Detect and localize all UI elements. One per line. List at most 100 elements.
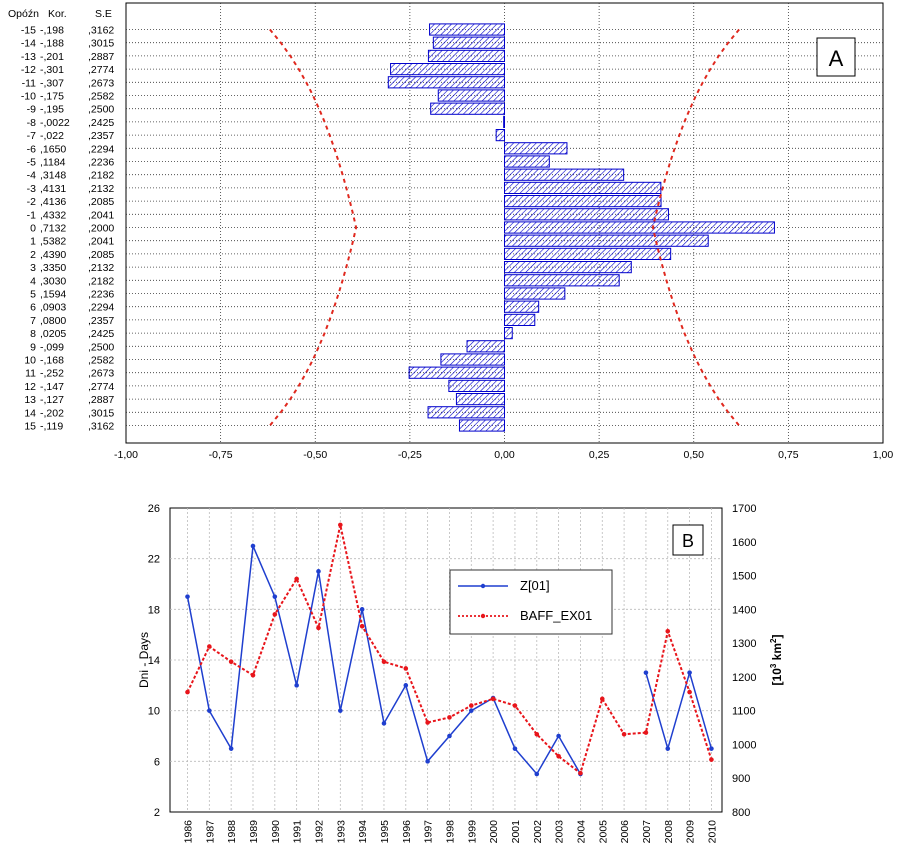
standard-error-value: ,2294 xyxy=(88,143,114,155)
series-baff-ex01-point xyxy=(490,696,496,702)
lag-label: -13 xyxy=(21,51,36,63)
panel-b-y2-axis-label: [103 km2] xyxy=(769,635,784,686)
lag-label: 0 xyxy=(30,223,36,235)
standard-error-value: ,2132 xyxy=(88,183,114,195)
panel-b-label-box xyxy=(672,524,704,556)
correlation-bar xyxy=(504,313,536,326)
standard-error-value: ,2673 xyxy=(88,77,114,89)
lag-label: -4 xyxy=(27,170,36,182)
standard-error-value: ,2085 xyxy=(88,196,114,208)
panel-b-right-tick-labels: 800 900 1000 1100 1200 1300 1400 1500 1600 1700 xyxy=(732,503,756,819)
correlation-value: ,4332 xyxy=(40,209,66,221)
y-tick-label: 2 xyxy=(154,807,160,819)
standard-error-value: ,2294 xyxy=(88,302,114,314)
lag-label: -6 xyxy=(27,143,36,155)
lag-label: -3 xyxy=(27,183,36,195)
series-z01-point xyxy=(359,607,365,612)
series-baff-ex01-point xyxy=(556,753,561,759)
year-tick-label: 2005 xyxy=(597,820,609,844)
standard-error-value: ,2500 xyxy=(88,341,114,353)
lag-label: 4 xyxy=(30,275,36,287)
series-baff-ex01-point xyxy=(709,757,714,762)
series-baff-ex01-point xyxy=(665,628,671,634)
panel-b-y-axis-label: Dni - Days xyxy=(137,632,151,688)
x-tick-label: 0,50 xyxy=(684,449,705,461)
y2-tick-label: 1300 xyxy=(732,638,756,650)
lag-label: 2 xyxy=(30,249,36,261)
y2-tick-label: 1400 xyxy=(732,604,756,616)
year-tick-label: 2009 xyxy=(685,820,697,844)
series-baff-ex01-point xyxy=(599,696,605,702)
correlation-value: -,201 xyxy=(40,51,64,63)
correlation-value: ,1650 xyxy=(40,143,66,155)
correlation-value: -,252 xyxy=(40,368,64,380)
standard-error-value: ,2236 xyxy=(88,157,114,169)
lag-label: 5 xyxy=(30,289,36,301)
correlation-bar xyxy=(440,353,505,366)
correlation-bar xyxy=(429,23,506,36)
x-tick-label: 1,00 xyxy=(873,449,894,461)
lag-label: 14 xyxy=(24,407,36,419)
y2-tick-label: 1200 xyxy=(732,672,756,684)
series-baff-ex01-point xyxy=(687,689,692,695)
series-z01-point xyxy=(534,771,540,777)
year-tick-label: 2001 xyxy=(510,820,522,844)
correlation-value: -,127 xyxy=(40,394,64,406)
standard-error-value: ,2425 xyxy=(88,328,114,340)
lag-label: -9 xyxy=(27,104,36,116)
correlogram-panel-a: Opóźn Kor. S.E -15 -,198,3162-14 -,188,301… xyxy=(8,2,894,461)
correlation-bar xyxy=(448,379,506,392)
series-z01-point xyxy=(381,721,387,726)
correlation-value: -,195 xyxy=(40,104,64,116)
correlation-value: ,0205 xyxy=(40,328,66,340)
panel-a-label-box xyxy=(816,37,856,77)
series-z01-point xyxy=(403,683,409,688)
year-tick-label: 1986 xyxy=(183,820,195,844)
correlation-value: ,1184 xyxy=(40,157,66,169)
series-z01-point xyxy=(512,746,518,751)
standard-error-value: ,3015 xyxy=(88,38,114,50)
year-tick-label: 2006 xyxy=(619,820,631,844)
correlation-value: ,1594 xyxy=(40,289,66,301)
correlation-bar xyxy=(504,208,669,221)
correlation-value: -,175 xyxy=(40,91,64,103)
series-baff-ex01-point xyxy=(250,672,256,678)
correlation-bar xyxy=(504,247,672,261)
year-tick-label: 2003 xyxy=(554,820,566,844)
year-tick-label: 2007 xyxy=(641,820,653,844)
year-tick-label: 1995 xyxy=(379,820,391,844)
standard-error-value: ,2673 xyxy=(88,368,114,380)
year-tick-label: 1991 xyxy=(292,820,304,844)
x-tick-label: -0,25 xyxy=(398,449,422,461)
standard-error-value: ,3015 xyxy=(88,407,114,419)
lag-label: 11 xyxy=(25,368,36,380)
panel-a-bars xyxy=(387,23,775,432)
lower-confidence-limit xyxy=(269,28,358,427)
legend-marker-baff xyxy=(480,613,486,619)
lag-label: -2 xyxy=(27,196,36,208)
series-z01-point xyxy=(709,746,714,751)
correlation-bar xyxy=(504,155,550,168)
correlation-value: ,4390 xyxy=(40,249,66,261)
series-baff-ex01-point xyxy=(228,659,234,664)
x-tick-label: 0,25 xyxy=(589,449,610,461)
correlation-bar xyxy=(455,393,506,406)
correlation-value: ,5382 xyxy=(40,236,66,248)
lag-label: -1 xyxy=(27,209,36,221)
standard-error-value: ,2000 xyxy=(88,223,114,235)
y2-tick-label: 1000 xyxy=(732,739,756,751)
year-tick-label: 1990 xyxy=(270,820,282,844)
series-z01-point xyxy=(207,708,212,713)
lag-label: 7 xyxy=(30,315,36,327)
series-baff-ex01-point xyxy=(534,732,540,737)
correlation-value: ,3350 xyxy=(40,262,66,274)
year-tick-label: 2000 xyxy=(488,820,500,844)
legend-frame xyxy=(449,569,613,635)
series-z01-point xyxy=(228,746,234,751)
series-z01-point xyxy=(447,733,452,739)
y2-tick-label: 1500 xyxy=(732,571,756,583)
correlation-value: -,119 xyxy=(40,421,63,433)
year-tick-label: 2002 xyxy=(532,820,544,844)
legend-label-baff: BAFF_EX01 xyxy=(520,608,592,623)
